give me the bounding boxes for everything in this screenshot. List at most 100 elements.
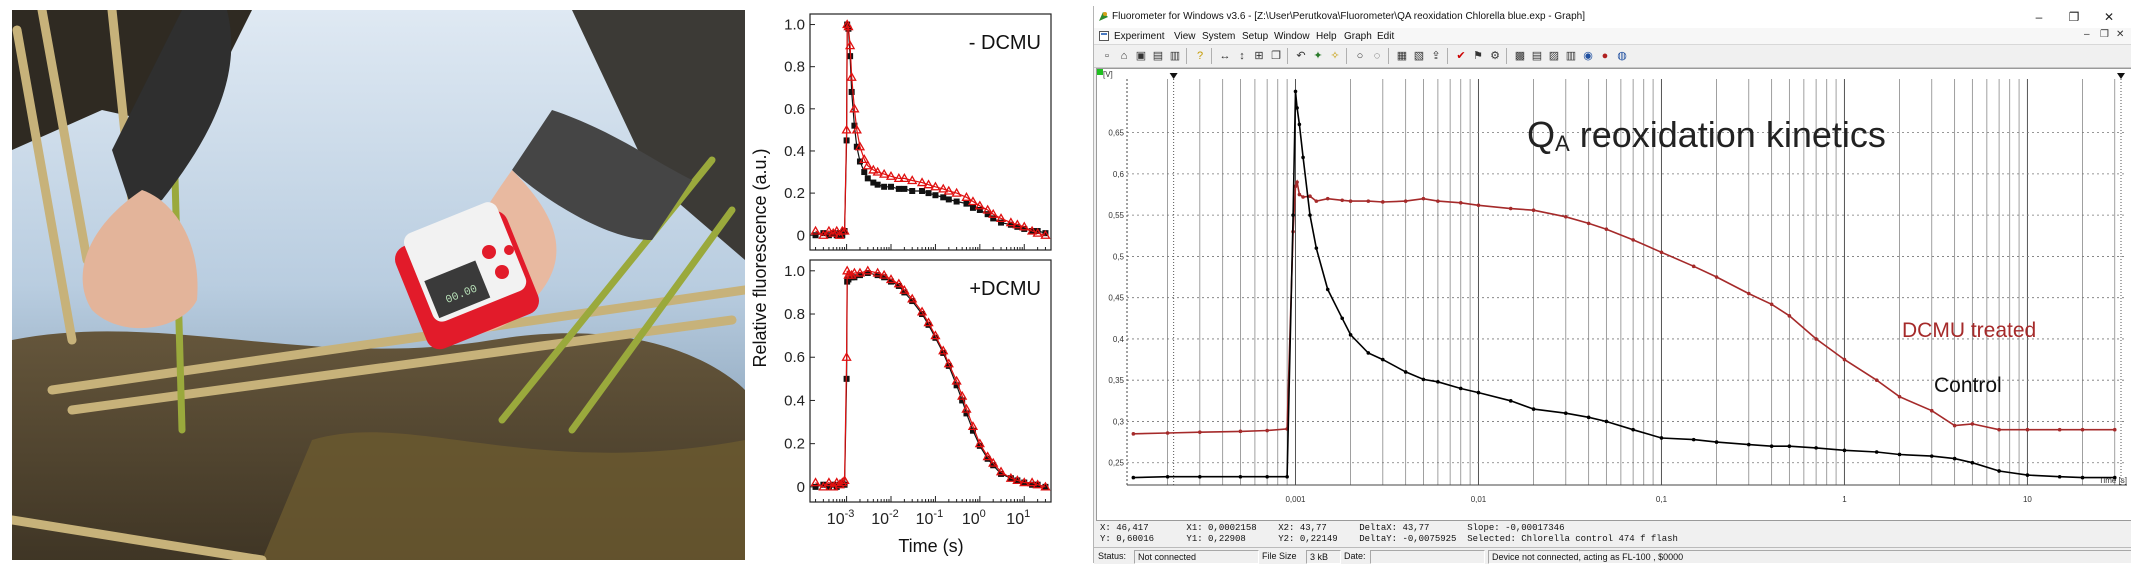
globe-icon[interactable]: ◍ <box>1617 50 1627 62</box>
data-point-square <box>812 232 819 239</box>
save-icon[interactable]: ▣ <box>1135 50 1147 62</box>
flash-icon[interactable]: ✦ <box>1313 50 1323 62</box>
copy-graph-icon[interactable]: ▨ <box>1548 50 1560 62</box>
data-point <box>1952 423 1957 428</box>
disabled-1-icon[interactable]: ○ <box>1356 50 1364 62</box>
print-preview-icon[interactable]: ▥ <box>1169 50 1181 62</box>
data-point-square <box>990 215 997 222</box>
data-point-square <box>895 185 902 192</box>
data-point-square <box>895 282 902 289</box>
open-icon[interactable]: ⌂ <box>1120 50 1128 62</box>
table-2-icon[interactable]: ▥ <box>1565 50 1577 62</box>
mdi-minimize-button[interactable]: – <box>2084 29 2090 40</box>
data-point-triangle <box>862 160 873 170</box>
data-point <box>1403 370 1408 374</box>
bulb-icon[interactable]: ✧ <box>1330 50 1340 62</box>
close-button[interactable]: ✕ <box>2103 10 2115 24</box>
menu-system[interactable]: System <box>1202 31 1236 42</box>
table-icon[interactable]: ▤ <box>1531 50 1543 62</box>
date-value <box>1370 550 1485 564</box>
toolbar-separator <box>1388 48 1389 64</box>
data-point-square <box>853 143 860 150</box>
data-point <box>2025 473 2030 477</box>
data-point-square <box>959 397 966 404</box>
data-point-square <box>1007 221 1014 228</box>
check-icon[interactable]: ✔ <box>1456 50 1466 62</box>
data-point-square <box>856 158 863 165</box>
help-icon[interactable]: ? <box>1196 50 1204 62</box>
data-point-square <box>901 289 908 296</box>
data-point <box>2112 427 2117 432</box>
print-icon[interactable]: ▤ <box>1152 50 1164 62</box>
cursor-2-marker <box>2117 73 2125 79</box>
data-point-triangle <box>1040 481 1051 491</box>
data-point-triangle <box>893 173 904 183</box>
data-point-triangle <box>846 71 857 81</box>
data-point <box>1952 456 1957 461</box>
zoom-fit-icon[interactable]: ⊞ <box>1254 50 1264 62</box>
data-point-triangle <box>923 317 934 327</box>
data-point-triangle <box>967 196 979 206</box>
data-point-square <box>963 410 970 417</box>
layout-icon[interactable]: ▦ <box>1396 50 1408 62</box>
data-point-triangle <box>834 229 845 239</box>
menu-setup[interactable]: Setup <box>1242 31 1269 42</box>
fluorescence-plots: 0 0.2 0.4 0.6 0.8 1.0 - DCMU 0 0.2 0.4 0.6 0.8 1.0 +D… <box>748 4 1088 563</box>
grid-icon[interactable]: ▩ <box>1514 50 1526 62</box>
graph-area[interactable]: 0,25 0,3 0,35 0,4 0,45 0,5 0,55 0,6 0,65 0,001 0,0… <box>1096 68 2131 521</box>
disabled-2-icon[interactable]: ◌ <box>1373 50 1381 62</box>
data-point <box>1265 474 1269 479</box>
menu-bar: Experiment View System Setup Window Help… <box>1094 28 2131 44</box>
data-point <box>1325 287 1330 292</box>
data-point <box>1970 460 1975 465</box>
mdi-restore-button[interactable]: ❐ <box>2100 29 2109 40</box>
menu-experiment[interactable]: Experiment <box>1114 31 1165 42</box>
undo-icon[interactable]: ↶ <box>1296 50 1306 62</box>
menu-help[interactable]: Help <box>1316 31 1337 42</box>
x-tick-label: 0,001 <box>1285 495 1306 504</box>
zoom-x-icon[interactable]: ↔ <box>1219 50 1231 62</box>
data-point <box>1531 208 1536 213</box>
menu-graph[interactable]: Graph <box>1344 31 1372 42</box>
kinetics-graph-svg[interactable]: 0,25 0,3 0,35 0,4 0,45 0,5 0,55 0,6 0,65 0,001 0,0… <box>1097 69 2131 520</box>
data-point-square <box>909 188 916 194</box>
measure-icon[interactable]: ⚑ <box>1473 50 1483 62</box>
x-tick-label: 10-3 <box>827 508 855 528</box>
title-bar[interactable]: Fluorometer for Windows v3.6 - [Z:\User\… <box>1094 6 2131 28</box>
menu-edit[interactable]: Edit <box>1377 31 1395 42</box>
data-point <box>1297 192 1302 197</box>
data-point-triangle <box>851 124 862 134</box>
copy-icon[interactable]: ❐ <box>1271 50 1281 62</box>
data-point <box>1897 452 1902 457</box>
disk-icon[interactable]: ◉ <box>1583 50 1593 62</box>
new-icon[interactable]: ▫ <box>1105 50 1109 62</box>
data-point <box>1714 275 1719 279</box>
data-point-triangle <box>961 192 972 201</box>
export-icon[interactable]: ⇪ <box>1431 50 1441 62</box>
y-tick-label: 0.6 <box>784 101 805 118</box>
minimize-button[interactable]: – <box>2035 10 2043 24</box>
data-point <box>1929 408 1934 413</box>
data-point-triangle <box>828 481 839 491</box>
data-point <box>1842 357 1847 362</box>
data-point <box>1746 291 1751 296</box>
data-point-triangle <box>831 225 842 235</box>
zoom-y-icon[interactable]: ↕ <box>1239 50 1245 62</box>
menu-view[interactable]: View <box>1174 31 1196 42</box>
label-dcmu-treated: DCMU treated <box>1902 319 2036 342</box>
settings-icon[interactable]: ⚙ <box>1490 50 1500 62</box>
record-icon[interactable]: ● <box>1601 50 1609 62</box>
data-point-triangle <box>1040 229 1051 239</box>
data-point-square <box>969 204 976 211</box>
mdi-close-button[interactable]: ✕ <box>2116 29 2125 40</box>
data-point-square <box>969 427 976 434</box>
data-point <box>1691 264 1696 269</box>
data-point <box>1285 474 1289 479</box>
y-tick-label: 0,25 <box>1108 459 1124 468</box>
data-point-square <box>925 190 932 197</box>
menu-window[interactable]: Window <box>1274 31 1310 42</box>
data-point-square <box>998 219 1005 226</box>
graph-options-icon[interactable]: ▧ <box>1413 50 1425 62</box>
data-point <box>2080 475 2085 480</box>
restore-button[interactable]: ❐ <box>2068 10 2080 24</box>
